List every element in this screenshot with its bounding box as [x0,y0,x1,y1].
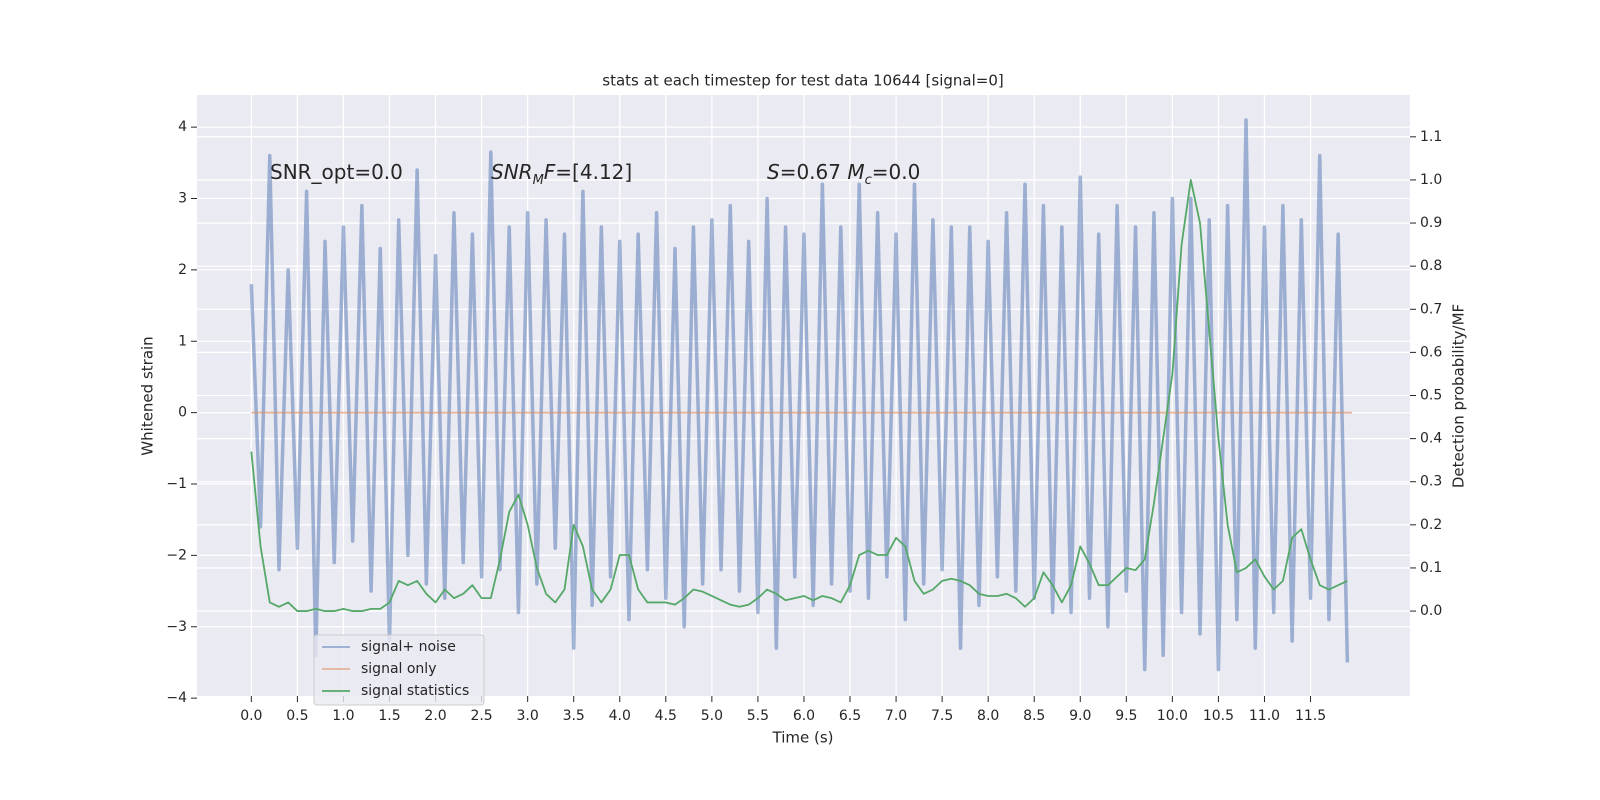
x-tick-label: 6.0 [793,708,815,724]
x-tick-label: 5.0 [701,708,723,724]
y-tick-label: 4 [178,119,187,135]
y-tick-label: 0 [178,405,187,421]
y2-tick-label: 0.4 [1420,431,1442,447]
x-tick-label: 3.0 [517,708,539,724]
x-tick-label: 3.5 [563,708,585,724]
y2-tick-label: 0.7 [1420,301,1442,317]
annotation-part: M [533,173,544,188]
x-tick-label: 0.0 [240,708,262,724]
x-tick-label: 10.5 [1203,708,1234,724]
x-tick-label: 9.0 [1069,708,1091,724]
y2-tick-label: 0.2 [1420,517,1442,533]
y2-tick-label: 1.1 [1420,129,1442,145]
x-tick-label: 4.0 [609,708,631,724]
x-tick-label: 10.0 [1157,708,1188,724]
x-tick-label: 7.5 [931,708,953,724]
x-tick-label: 8.5 [1023,708,1045,724]
x-tick-label: 1.5 [378,708,400,724]
series-line [250,179,1348,612]
annotation-part: =0.67 [780,160,848,184]
y-tick-label: 1 [178,333,187,349]
legend-label: signal only [361,661,436,677]
x-tick-label: 1.0 [332,708,354,724]
y2-tick-label: 0.3 [1420,474,1442,490]
legend-box [313,634,485,706]
y-tick-label: −3 [166,619,187,635]
x-tick-label: 2.0 [424,708,446,724]
x-tick-label: 11.0 [1249,708,1280,724]
y-tick-label: 2 [178,262,187,278]
annotation-part: SNR [491,160,533,184]
legend-label: signal statistics [361,683,469,699]
annotation-part: F [544,160,556,184]
y2-tick-label: 0.0 [1420,603,1442,619]
annotation: SNRMF=[4.12] [491,160,632,189]
y2-tick-label: 1.0 [1420,172,1442,188]
y-tick-label: −1 [166,476,187,492]
y-tick-label: 3 [178,190,187,206]
x-tick-label: 9.5 [1115,708,1137,724]
annotation-part: c [865,173,872,188]
x-tick-label: 5.5 [747,708,769,724]
y2-tick-label: 0.1 [1420,560,1442,576]
data [249,118,1352,672]
y2-tick-label: 0.8 [1420,258,1442,274]
y2-axis-label: Detection probability/MF [1450,304,1468,488]
y-tick-label: −4 [166,690,187,706]
x-tick-label: 11.5 [1295,708,1326,724]
legend-label: signal+ noise [361,639,456,655]
x-tick-label: 7.0 [885,708,907,724]
x-axis-label: Time (s) [772,729,834,747]
x-tick-label: 0.5 [286,708,308,724]
annotation-part: =0.0 [872,160,921,184]
annotation: SNR_opt=0.0 [270,160,403,184]
x-tick-label: 4.5 [655,708,677,724]
annotation-part: SNR_opt=0.0 [270,160,403,184]
chart-title: stats at each timestep for test data 106… [602,72,1003,90]
y2-tick-label: 0.6 [1420,344,1442,360]
y2-tick-label: 0.9 [1420,215,1442,231]
x-tick-label: 8.0 [977,708,999,724]
annotation: S=0.67 Mc=0.0 [767,160,920,189]
x-tick-label: 2.5 [470,708,492,724]
y-axis-label: Whitened strain [139,336,157,455]
series-line [249,118,1350,672]
annotation-part: S [767,160,780,184]
y2-tick-label: 0.5 [1420,388,1442,404]
annotation-part: M [847,160,864,184]
y-tick-label: −2 [166,547,187,563]
x-tick-label: 6.5 [839,708,861,724]
annotation-part: =[4.12] [555,160,632,184]
